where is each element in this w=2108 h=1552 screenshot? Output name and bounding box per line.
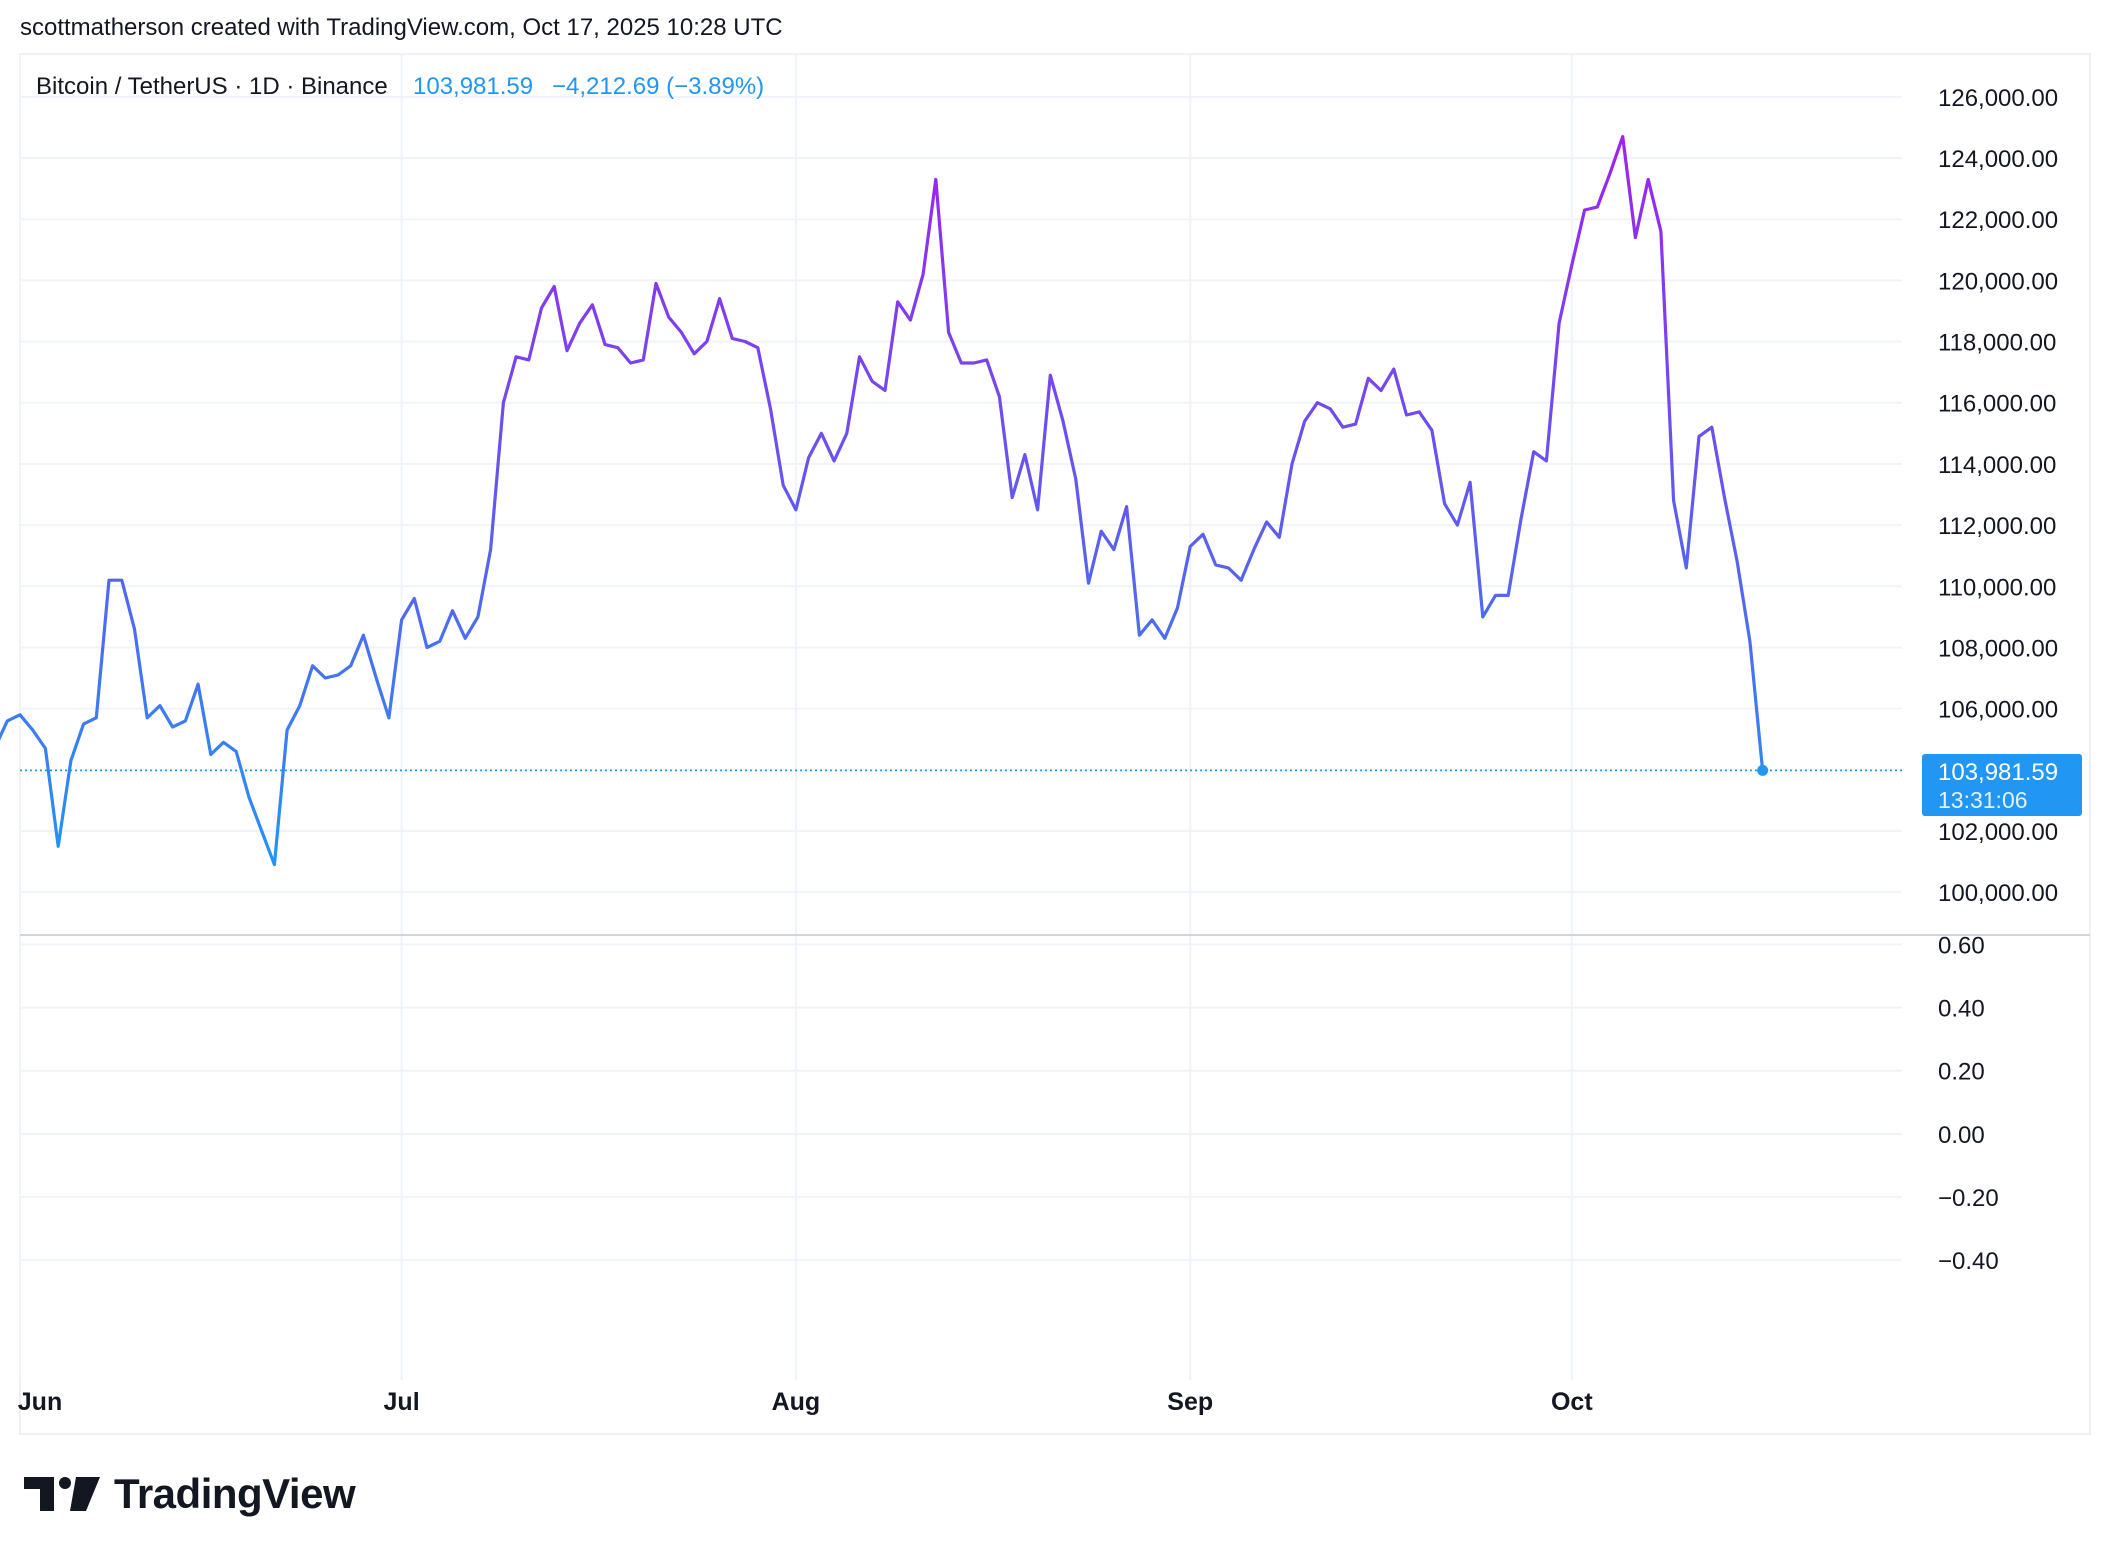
indicator-tick-label: −0.20 xyxy=(1938,1185,1999,1212)
y-tick-label: 102,000.00 xyxy=(1938,819,2058,846)
y-tick-label: 114,000.00 xyxy=(1938,452,2056,479)
x-tick-label: Jun xyxy=(18,1388,62,1416)
legend-change: −4,212.69 (−3.89%) xyxy=(552,73,764,100)
tradingview-logo-icon xyxy=(24,1477,100,1511)
indicator-tick-label: 0.20 xyxy=(1938,1059,1985,1086)
indicator-tick-label: 0.40 xyxy=(1938,996,1985,1023)
chart-frame xyxy=(19,53,2091,1435)
y-tick-label: 122,000.00 xyxy=(1938,207,2058,234)
indicator-axis[interactable]: 0.60 0.40 0.20 0.00 −0.20 −0.40 xyxy=(1938,932,1999,1275)
y-tick-label: 124,000.00 xyxy=(1938,146,2058,173)
price-axis[interactable]: 100,000.00 102,000.00 106,000.00 108,000.00… xyxy=(1938,85,2058,907)
y-tick-label: 112,000.00 xyxy=(1938,513,2056,540)
last-price-countdown: 13:31:06 xyxy=(1938,787,2028,813)
y-tick-label: 110,000.00 xyxy=(1938,574,2056,601)
grid xyxy=(19,54,1902,1380)
legend-price: 103,981.59 xyxy=(413,73,533,100)
y-tick-label: 106,000.00 xyxy=(1938,697,2058,724)
y-tick-label: 120,000.00 xyxy=(1938,268,2058,295)
time-axis[interactable]: Jun Jul Aug Sep Oct xyxy=(18,1388,1594,1416)
y-tick-label: 118,000.00 xyxy=(1938,330,2056,357)
indicator-tick-label: 0.00 xyxy=(1938,1122,1985,1149)
last-price-dot xyxy=(1757,764,1769,776)
x-tick-label: Oct xyxy=(1551,1388,1593,1416)
x-tick-label: Jul xyxy=(384,1388,420,1416)
y-tick-label: 108,000.00 xyxy=(1938,635,2058,662)
tradingview-logo-text: TradingView xyxy=(114,1470,356,1517)
indicator-tick-label: 0.60 xyxy=(1938,932,1985,959)
x-tick-label: Sep xyxy=(1167,1388,1213,1416)
price-line xyxy=(0,135,1765,867)
last-price-tag-bg xyxy=(1922,754,2082,816)
y-tick-label: 100,000.00 xyxy=(1938,880,2058,907)
x-tick-label: Aug xyxy=(772,1388,821,1416)
legend-symbol: Bitcoin / TetherUS · 1D · Binance xyxy=(36,73,388,100)
last-price-tag: 103,981.59 13:31:06 xyxy=(1922,754,2082,816)
chart-credit: scottmatherson created with TradingView.… xyxy=(20,14,783,41)
indicator-tick-label: −0.40 xyxy=(1938,1248,1999,1275)
y-tick-label: 116,000.00 xyxy=(1938,391,2056,418)
last-price-value: 103,981.59 xyxy=(1938,759,2058,786)
series-layer xyxy=(0,135,1902,867)
y-tick-label: 126,000.00 xyxy=(1938,85,2058,112)
tradingview-logo[interactable]: TradingView xyxy=(24,1470,356,1518)
legend: Bitcoin / TetherUS · 1D · Binance 103,98… xyxy=(36,73,764,100)
